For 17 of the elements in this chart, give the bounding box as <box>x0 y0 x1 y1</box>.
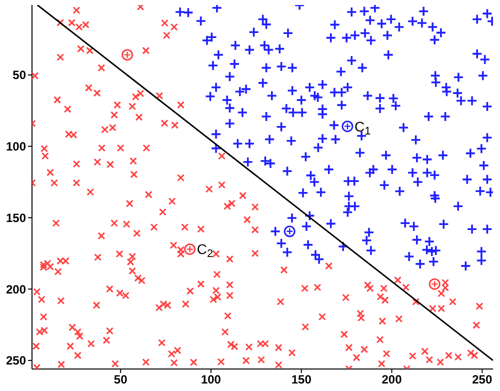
x-tick-label: 150 <box>291 372 312 387</box>
x-tick-label: 250 <box>472 372 492 387</box>
point <box>122 49 134 61</box>
x-tick-label: 200 <box>382 372 402 387</box>
y-tick-label: 200 <box>6 282 26 296</box>
y-tick-label: 250 <box>6 354 26 368</box>
point <box>184 243 196 255</box>
annotation: C$_{1}$ <box>354 118 371 138</box>
point <box>428 278 440 290</box>
y-tick-label: 150 <box>6 210 26 225</box>
point <box>284 226 296 238</box>
point <box>342 120 354 132</box>
x-tick-label: 50 <box>114 372 128 387</box>
x-tick-label: 100 <box>200 372 222 387</box>
annotation: C$_{2}$ <box>196 241 214 261</box>
y-tick-label: 50 <box>12 68 26 82</box>
y-tick-label: 100 <box>6 140 26 154</box>
